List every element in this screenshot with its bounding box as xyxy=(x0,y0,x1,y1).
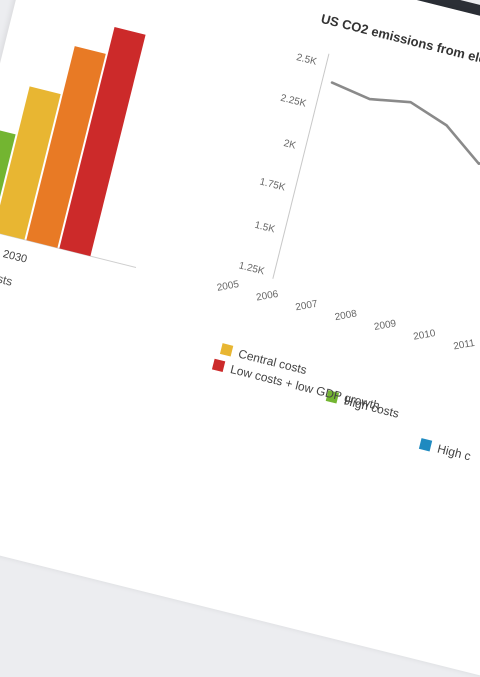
line-chart: US CO2 emissions from electric p 2.5K 2.2… xyxy=(216,11,480,353)
y-tick-label: 2.25K xyxy=(279,93,307,110)
x-tick-label: 2008 xyxy=(334,308,358,323)
x-tick-label: 2011 xyxy=(453,338,477,353)
bar-chart-subtitle: Low costs xyxy=(0,262,14,288)
bar-chart: 2030 Low costs xyxy=(0,27,146,289)
y-tick-label: 1.75K xyxy=(258,177,286,194)
bar-category-label: 2030 xyxy=(2,248,29,266)
chart-canvas: 2030 Low costs US CO2 emissions from ele… xyxy=(0,11,480,464)
x-tick-label: 2005 xyxy=(216,279,240,294)
line-chart-title: US CO2 emissions from electric p xyxy=(319,11,480,76)
legend-swatch-high-c xyxy=(418,438,433,452)
legend-label-high-c: High c xyxy=(436,442,472,464)
line-chart-y-axis xyxy=(272,53,330,279)
legend: Central costs High costs High c Low cost… xyxy=(211,343,472,464)
line-chart-x-ticks: 2005200620072008200920102011201220132014… xyxy=(216,279,477,353)
legend-swatch-central-costs xyxy=(219,343,234,357)
y-tick-label: 2K xyxy=(282,138,297,152)
bar-low-costs-low-gdp-growth xyxy=(59,27,146,257)
bar-central-costs xyxy=(0,86,61,240)
x-tick-label: 2009 xyxy=(373,318,397,333)
x-tick-label: 2006 xyxy=(255,289,279,304)
x-tick-label: 2010 xyxy=(413,328,437,343)
bar-high-costs xyxy=(0,126,16,232)
line-series xyxy=(330,81,480,241)
bars xyxy=(0,27,146,257)
y-tick-label: 1.25K xyxy=(238,260,266,277)
line-chart-y-ticks: 2.5K 2.25K 2K 1.75K 1.5K 1.25K xyxy=(238,52,319,277)
legend-swatch-high-costs xyxy=(325,390,340,404)
legend-swatch-low-costs-low-gdp xyxy=(211,358,226,373)
bar-low-costs xyxy=(26,46,106,248)
y-tick-label: 2.5K xyxy=(295,52,318,68)
y-tick-label: 1.5K xyxy=(253,220,276,236)
x-tick-label: 2007 xyxy=(295,299,319,314)
